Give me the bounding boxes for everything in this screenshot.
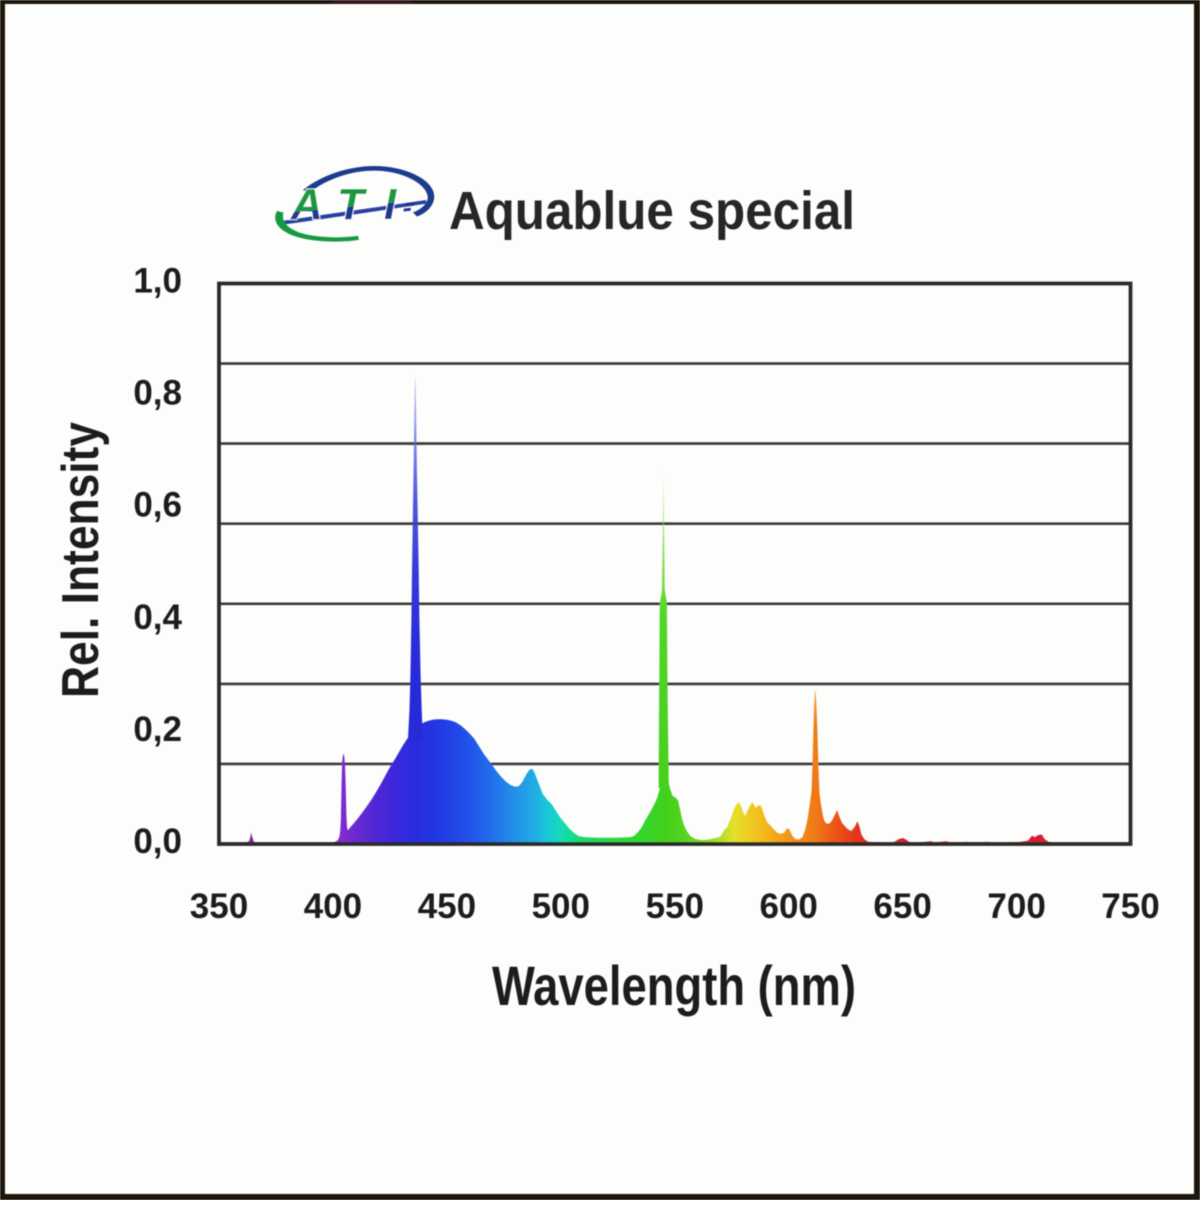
svg-text:400: 400 [304,887,362,926]
svg-text:Wavelength (nm): Wavelength (nm) [492,954,856,1017]
svg-text:450: 450 [418,887,476,926]
svg-text:Rel. Intensity: Rel. Intensity [52,422,110,698]
svg-text:0,8: 0,8 [133,374,182,413]
svg-text:A: A [290,180,323,229]
svg-text:350: 350 [190,887,248,926]
svg-text:700: 700 [987,887,1045,926]
svg-text:Aquablue special: Aquablue special [449,181,855,241]
svg-text:500: 500 [532,887,590,926]
svg-text:0,0: 0,0 [133,822,182,861]
svg-text:0,4: 0,4 [133,598,182,637]
svg-text:0,2: 0,2 [133,710,182,749]
svg-text:0,6: 0,6 [133,486,182,525]
svg-text:1,0: 1,0 [133,262,182,301]
svg-text:I: I [384,180,397,229]
svg-text:550: 550 [646,887,704,926]
svg-text:650: 650 [873,887,931,926]
svg-text:600: 600 [759,887,817,926]
svg-text:750: 750 [1101,887,1159,926]
